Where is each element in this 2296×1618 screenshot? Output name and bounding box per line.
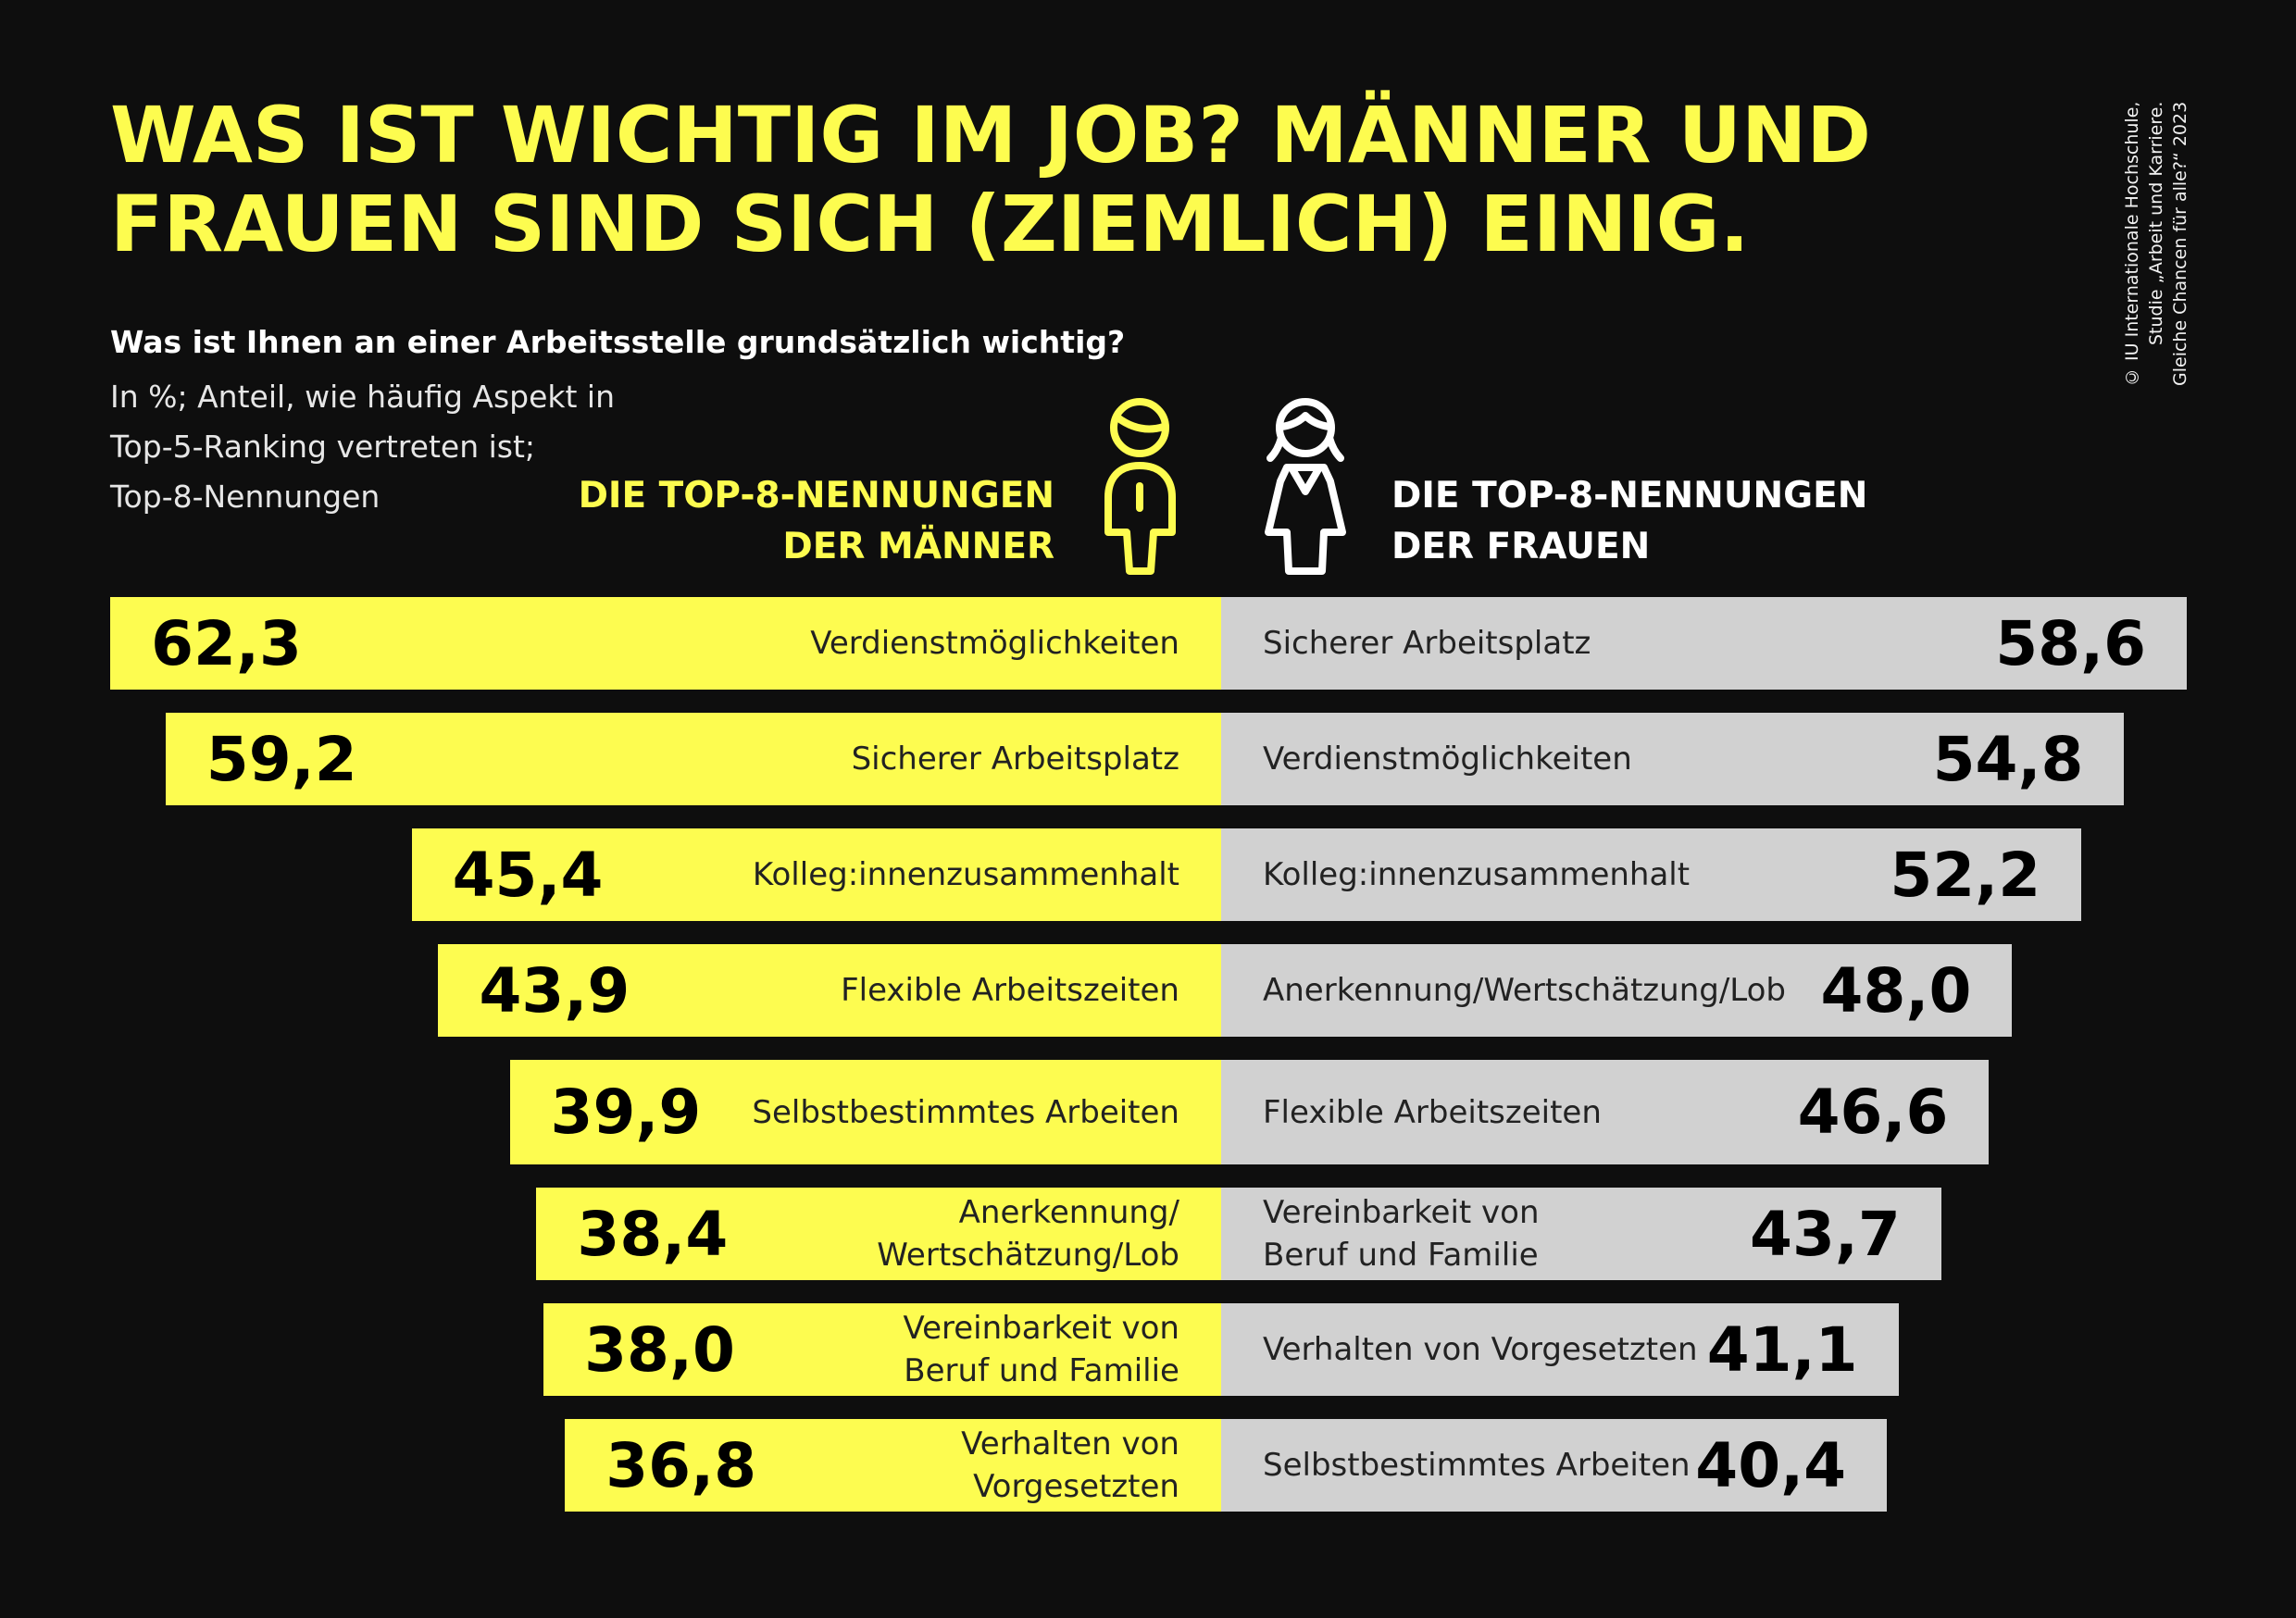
women-value-label: 41,1 [1706, 1313, 1858, 1386]
men-value-label: 45,4 [452, 839, 604, 911]
women-value-label: 58,6 [1995, 607, 2147, 679]
men-bar: 38,0 Vereinbarkeit von Beruf und Familie [543, 1303, 1221, 1396]
header-women: DIE TOP-8-NENNUNGEN DER FRAUEN [1391, 470, 1867, 572]
men-category-label: Verhalten von Vorgesetzten [961, 1425, 1179, 1505]
women-bar: Vereinbarkeit von Beruf und Familie 43,7 [1221, 1188, 1941, 1280]
men-bar: 45,4 Kolleg:innenzusammenhalt [411, 828, 1221, 921]
title-line-1: WAS IST WICHTIG IM JOB? MÄNNER UND [110, 90, 1872, 180]
men-bar: 39,9 Selbstbestimmtes Arbeiten [509, 1060, 1221, 1164]
copyright-note: © IU Internationale Hochschule, Studie „… [2120, 102, 2192, 398]
subtitle-line: Top-5-Ranking vertreten ist; [110, 429, 536, 465]
men-bar: 36,8 Verhalten von Vorgesetzten [565, 1419, 1221, 1512]
men-value-label: 38,4 [577, 1198, 729, 1270]
women-value-label: 54,8 [1932, 723, 2084, 795]
men-value-label: 59,2 [206, 723, 357, 795]
men-category-label: Vereinbarkeit von Beruf und Familie [903, 1310, 1179, 1389]
men-bar: 43,9 Flexible Arbeitszeiten [438, 944, 1221, 1037]
women-bar: Verhalten von Vorgesetzten 41,1 [1221, 1303, 1899, 1396]
header-men: DIE TOP-8-NENNUNGEN DER MÄNNER [579, 470, 1054, 572]
header-women-line: DIE TOP-8-NENNUNGEN [1391, 475, 1868, 517]
men-category-label: Kolleg:innenzusammenhalt [752, 856, 1179, 893]
men-value-label: 62,3 [151, 607, 302, 679]
header-men-line: DER MÄNNER [782, 526, 1054, 567]
women-value-label: 46,6 [1797, 1077, 1949, 1148]
women-value-label: 43,7 [1750, 1198, 1901, 1270]
women-bar: Sicherer Arbeitsplatz 58,6 [1221, 597, 2188, 690]
women-category-label: Sicherer Arbeitsplatz [1263, 625, 1591, 662]
man-icon [1104, 398, 1176, 575]
men-category-label: Flexible Arbeitszeiten [841, 972, 1179, 1009]
women-category-label: Verdienstmöglichkeiten [1263, 741, 1632, 778]
subtitle: In %; Anteil, wie häufig Aspekt in Top-5… [110, 372, 615, 522]
women-category-label: Anerkennung/Wertschätzung/Lob [1263, 972, 1787, 1009]
men-value-label: 36,8 [605, 1429, 757, 1501]
men-category-label: Sicherer Arbeitsplatz [851, 741, 1179, 778]
women-value-label: 40,4 [1695, 1429, 1847, 1501]
subtitle-line: Top-8-Nennungen [110, 479, 381, 515]
women-value-label: 48,0 [1820, 954, 1972, 1027]
men-bar: 59,2 Sicherer Arbeitsplatz [165, 713, 1221, 805]
copyright-line: Studie „Arbeit und Karriere. [2146, 102, 2166, 346]
woman-icon [1265, 398, 1346, 575]
question: Was ist Ihnen an einer Arbeitsstelle gru… [110, 324, 1126, 360]
women-category-label: Flexible Arbeitszeiten [1263, 1093, 1602, 1131]
men-category-label: Selbstbestimmtes Arbeiten [752, 1093, 1179, 1131]
men-value-label: 39,9 [550, 1077, 702, 1148]
women-bar: Selbstbestimmtes Arbeiten 40,4 [1221, 1419, 1888, 1512]
title-line-2: FRAUEN SIND SICH (ZIEMLICH) EINIG. [110, 179, 1750, 269]
women-category-label: Selbstbestimmtes Arbeiten [1263, 1447, 1691, 1484]
men-bar: 38,4 Anerkennung/ Wertschätzung/Lob [536, 1188, 1221, 1280]
women-category-label: Vereinbarkeit von Beruf und Familie [1263, 1194, 1540, 1274]
page-title: WAS IST WICHTIG IM JOB? MÄNNER UND FRAUE… [110, 91, 1871, 268]
women-bar: Verdienstmöglichkeiten 54,8 [1221, 713, 2125, 805]
subtitle-line: In %; Anteil, wie häufig Aspekt in [110, 379, 616, 415]
header-women-line: DER FRAUEN [1391, 526, 1651, 567]
men-value-label: 43,9 [479, 954, 630, 1027]
women-bar: Kolleg:innenzusammenhalt 52,2 [1221, 828, 2082, 921]
men-bar: 62,3 Verdienstmöglichkeiten [110, 597, 1221, 690]
women-bar: Flexible Arbeitszeiten 46,6 [1221, 1060, 1990, 1164]
men-category-label: Verdienstmöglichkeiten [810, 625, 1179, 662]
women-category-label: Kolleg:innenzusammenhalt [1263, 856, 1691, 893]
men-category-label: Anerkennung/ Wertschätzung/Lob [877, 1194, 1179, 1274]
women-bar: Anerkennung/Wertschätzung/Lob 48,0 [1221, 944, 2013, 1037]
women-value-label: 52,2 [1890, 839, 2041, 911]
header-men-line: DIE TOP-8-NENNUNGEN [578, 475, 1054, 517]
copyright-line: Gleiche Chancen für alle?“ 2023 [2170, 102, 2190, 387]
women-category-label: Verhalten von Vorgesetzten [1263, 1331, 1698, 1368]
copyright-line: © IU Internationale Hochschule, [2122, 102, 2142, 388]
men-value-label: 38,0 [584, 1313, 735, 1386]
